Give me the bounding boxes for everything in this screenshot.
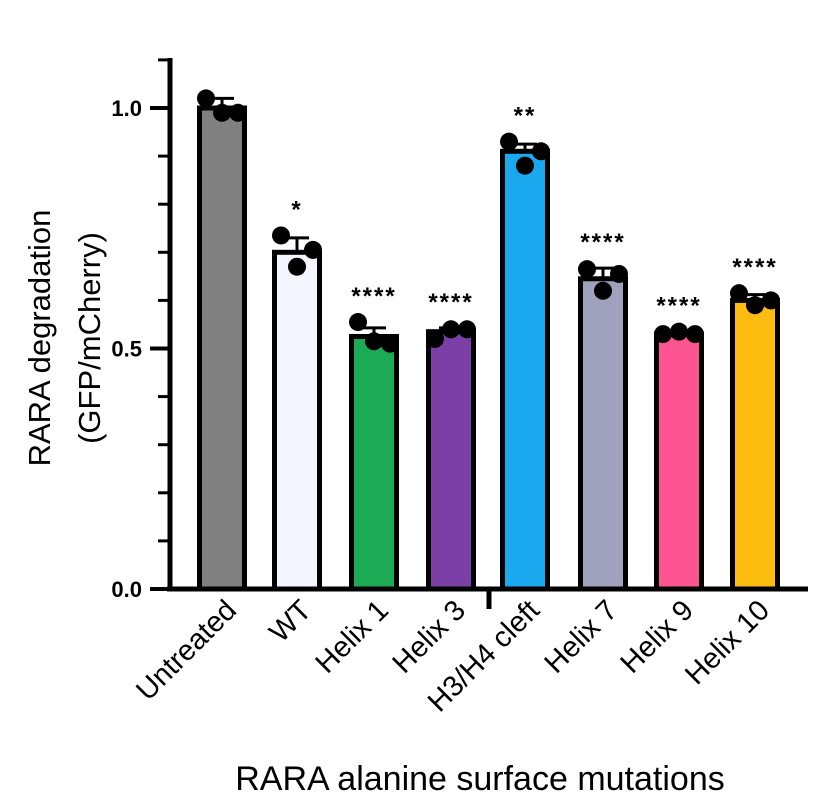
y-tick-label: 0.0 xyxy=(111,577,142,602)
data-point xyxy=(686,325,704,344)
data-point xyxy=(610,264,628,283)
data-points-group xyxy=(197,89,780,353)
data-point xyxy=(654,325,672,344)
y-axis-title-line1: RARA degradation xyxy=(22,210,57,467)
data-point xyxy=(272,226,290,245)
bar-untreated xyxy=(197,105,247,592)
y-axis-major-ticks xyxy=(150,106,170,591)
bar-h3-h4-cleft xyxy=(500,148,550,592)
data-point xyxy=(442,320,460,339)
significance-labels-group: ***** ****************** xyxy=(291,103,777,320)
data-point xyxy=(458,320,476,339)
data-point xyxy=(365,332,383,351)
bar-helix-10 xyxy=(730,297,780,592)
x-tick-label: Helix 1 xyxy=(310,594,395,679)
bars-group xyxy=(197,105,780,592)
significance-label: **** xyxy=(351,283,396,310)
data-point xyxy=(594,281,612,300)
bar-wt xyxy=(272,249,322,592)
data-point xyxy=(288,257,306,276)
data-point xyxy=(304,240,322,259)
y-tick-label: 0.5 xyxy=(111,337,142,362)
x-axis-title: RARA alanine surface mutations xyxy=(235,760,724,798)
x-tick-label: Untreated xyxy=(130,594,243,707)
data-point xyxy=(213,103,231,122)
significance-label: ** xyxy=(514,103,537,130)
y-axis-minor-ticks xyxy=(158,58,170,543)
data-point xyxy=(197,89,215,108)
y-tick-label: 1.0 xyxy=(111,96,142,121)
data-point xyxy=(349,313,367,332)
y-tick-labels-group: 0.0 0.5 1.0 xyxy=(111,96,142,602)
data-point xyxy=(381,334,399,353)
significance-label: **** xyxy=(656,293,701,320)
y-axis-title-line2: (GFP/mCherry) xyxy=(72,232,107,444)
data-point xyxy=(746,296,764,315)
x-tick-label: Helix 7 xyxy=(539,594,624,679)
data-point xyxy=(578,260,596,279)
data-point xyxy=(426,329,444,348)
data-point xyxy=(532,142,550,161)
data-point xyxy=(500,132,518,151)
bar-helix-7 xyxy=(578,276,628,592)
data-point xyxy=(229,103,247,122)
significance-label: * xyxy=(291,196,302,223)
bar-helix-1 xyxy=(349,333,399,592)
data-point xyxy=(516,156,534,175)
x-tick-label: WT xyxy=(263,594,318,649)
data-point xyxy=(762,291,780,310)
significance-label: **** xyxy=(580,229,625,256)
bar-helix-9 xyxy=(654,331,704,592)
bar-helix-3 xyxy=(426,329,476,592)
significance-label: **** xyxy=(428,289,473,316)
data-point xyxy=(670,322,688,341)
data-point xyxy=(730,284,748,303)
x-tick-label: Helix 10 xyxy=(679,594,776,691)
significance-label: **** xyxy=(732,254,777,281)
